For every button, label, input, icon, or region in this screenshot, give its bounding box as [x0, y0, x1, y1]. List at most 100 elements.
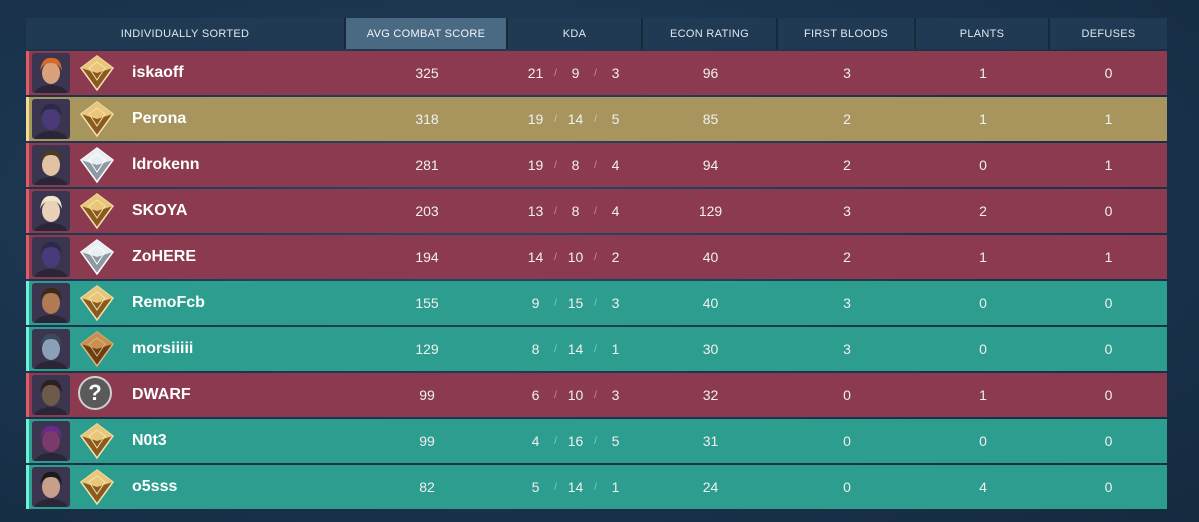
- kda-value: 5 / 14 / 1: [508, 465, 643, 509]
- col-header-kda[interactable]: KDA: [508, 18, 643, 49]
- econ-value: 30: [702, 341, 719, 357]
- player-row[interactable]: ? DWARF 99 6/10/3 32 0 1 0: [26, 373, 1167, 417]
- plants-value: 2: [979, 203, 987, 219]
- player-row[interactable]: morsiiiii 129 8/14/1 30 3 0 0: [26, 327, 1167, 371]
- kda-separator: /: [594, 389, 597, 401]
- player-name: ZoHERE: [132, 248, 196, 265]
- econ-value: 31: [702, 433, 719, 449]
- plants-value: 0: [979, 341, 987, 357]
- kda-separator: /: [594, 159, 597, 171]
- assists-value: 4: [611, 157, 620, 173]
- team-stripe: [26, 327, 29, 371]
- gold-rank-icon: [78, 422, 116, 460]
- team-stripe: [26, 51, 29, 95]
- defuses-value: 0: [1104, 341, 1113, 357]
- plants-value: 0: [979, 295, 987, 311]
- assists-value: 3: [611, 387, 620, 403]
- deaths-value: 8: [571, 203, 580, 219]
- player-identity: morsiiiii: [26, 327, 346, 371]
- agent-portrait: [32, 53, 70, 93]
- gold-rank-icon: [78, 468, 116, 506]
- col-header-defuses[interactable]: DEFUSES: [1050, 18, 1167, 49]
- plants-value: 1: [979, 65, 987, 81]
- acs-value: 194: [415, 249, 439, 265]
- player-rows: iskaoff 325 21/9/3 96 3 1 0 Perona 318 19/14/5 85 2…: [26, 51, 1167, 509]
- assists-value: 3: [611, 295, 620, 311]
- kills-value: 19: [527, 157, 544, 173]
- bronze-rank-icon: [78, 330, 116, 368]
- team-stripe: [26, 97, 29, 141]
- player-row[interactable]: o5sss 82 5 / 14 / 1 24 0 4 0: [26, 465, 1167, 509]
- player-row[interactable]: Perona 318 19 / 14 / 5 85 2 1 1: [26, 97, 1167, 141]
- deaths-value: 15: [567, 295, 584, 311]
- defuses-value: 0: [1104, 387, 1113, 403]
- player-row[interactable]: ZoHERE 194 14 / 10 / 2 40 2 1 1: [26, 235, 1167, 279]
- kda-value: 9 / 15 / 3: [508, 281, 643, 325]
- player-row[interactable]: iskaoff 325 21 / 9 / 3 96 3 1 0: [26, 51, 1167, 95]
- player-row[interactable]: SKOYA 203 13 / 8 / 4 129 3 2 0: [26, 189, 1167, 233]
- agent-portrait: [32, 237, 70, 277]
- kda-value: 19 / 14 / 5: [508, 97, 643, 141]
- player-name: Perona: [132, 110, 187, 127]
- kills-value: 8: [531, 341, 540, 357]
- team-stripe: [26, 465, 29, 509]
- team-stripe: [26, 235, 29, 279]
- acs-value: 325: [415, 65, 439, 81]
- deaths-value: 16: [567, 433, 584, 449]
- player-row[interactable]: ldrokenn 281 19 / 8 / 4 94 2 0 1: [26, 143, 1167, 187]
- kda-separator: /: [594, 481, 597, 493]
- agent-portrait: [32, 375, 70, 415]
- col-header-acs[interactable]: AVG COMBAT SCORE: [346, 18, 508, 49]
- unranked-icon: ?: [78, 376, 116, 414]
- team-stripe: [26, 189, 29, 233]
- team-stripe: [26, 281, 29, 325]
- gold-rank-icon: [78, 54, 116, 92]
- kills-value: 13: [527, 203, 544, 219]
- player-name: N0t3: [132, 432, 167, 449]
- gold-rank-icon: [78, 100, 116, 138]
- kda-separator: /: [594, 67, 597, 79]
- first-bloods-value: 0: [843, 433, 851, 449]
- player-identity: iskaoff: [26, 51, 346, 95]
- player-name: morsiiiii: [132, 340, 194, 357]
- agent-portrait: [32, 145, 70, 185]
- first-bloods-value: 3: [843, 203, 851, 219]
- scoreboard: INDIVIDUALLY SORTED AVG COMBAT SCORE KDA…: [26, 18, 1167, 511]
- econ-value: 94: [702, 157, 719, 173]
- econ-value: 85: [702, 111, 719, 127]
- kda-value: 8 / 14 / 1: [508, 327, 643, 371]
- deaths-value: 10: [567, 249, 584, 265]
- deaths-value: 14: [567, 111, 584, 127]
- col-header-sort[interactable]: INDIVIDUALLY SORTED: [26, 18, 346, 49]
- assists-value: 3: [611, 65, 620, 81]
- plants-value: 1: [979, 249, 987, 265]
- kda-separator: /: [554, 205, 557, 217]
- acs-value: 99: [419, 433, 435, 449]
- gold-rank-icon: [78, 284, 116, 322]
- kda-separator: /: [554, 343, 557, 355]
- first-bloods-value: 0: [843, 387, 851, 403]
- econ-value: 40: [702, 295, 719, 311]
- kda-value: 4 / 16 / 5: [508, 419, 643, 463]
- first-bloods-value: 3: [843, 341, 851, 357]
- col-header-plants[interactable]: PLANTS: [916, 18, 1050, 49]
- econ-value: 129: [698, 203, 723, 219]
- deaths-value: 8: [571, 157, 580, 173]
- econ-value: 96: [702, 65, 719, 81]
- player-identity: ldrokenn: [26, 143, 346, 187]
- team-stripe: [26, 419, 29, 463]
- player-row[interactable]: RemoFcb 155 9 / 15 / 3 40 3 0 0: [26, 281, 1167, 325]
- kda-separator: /: [594, 343, 597, 355]
- col-header-econ[interactable]: ECON RATING: [643, 18, 778, 49]
- deaths-value: 10: [567, 387, 584, 403]
- kda-separator: /: [594, 113, 597, 125]
- col-header-first-bloods[interactable]: FIRST BLOODS: [778, 18, 916, 49]
- first-bloods-value: 2: [843, 111, 851, 127]
- assists-value: 2: [611, 249, 620, 265]
- kda-separator: /: [554, 159, 557, 171]
- defuses-value: 0: [1104, 203, 1113, 219]
- first-bloods-value: 0: [843, 479, 851, 495]
- agent-portrait: [32, 421, 70, 461]
- player-row[interactable]: N0t3 99 4 / 16 / 5 31 0 0 0: [26, 419, 1167, 463]
- kills-value: 5: [531, 479, 540, 495]
